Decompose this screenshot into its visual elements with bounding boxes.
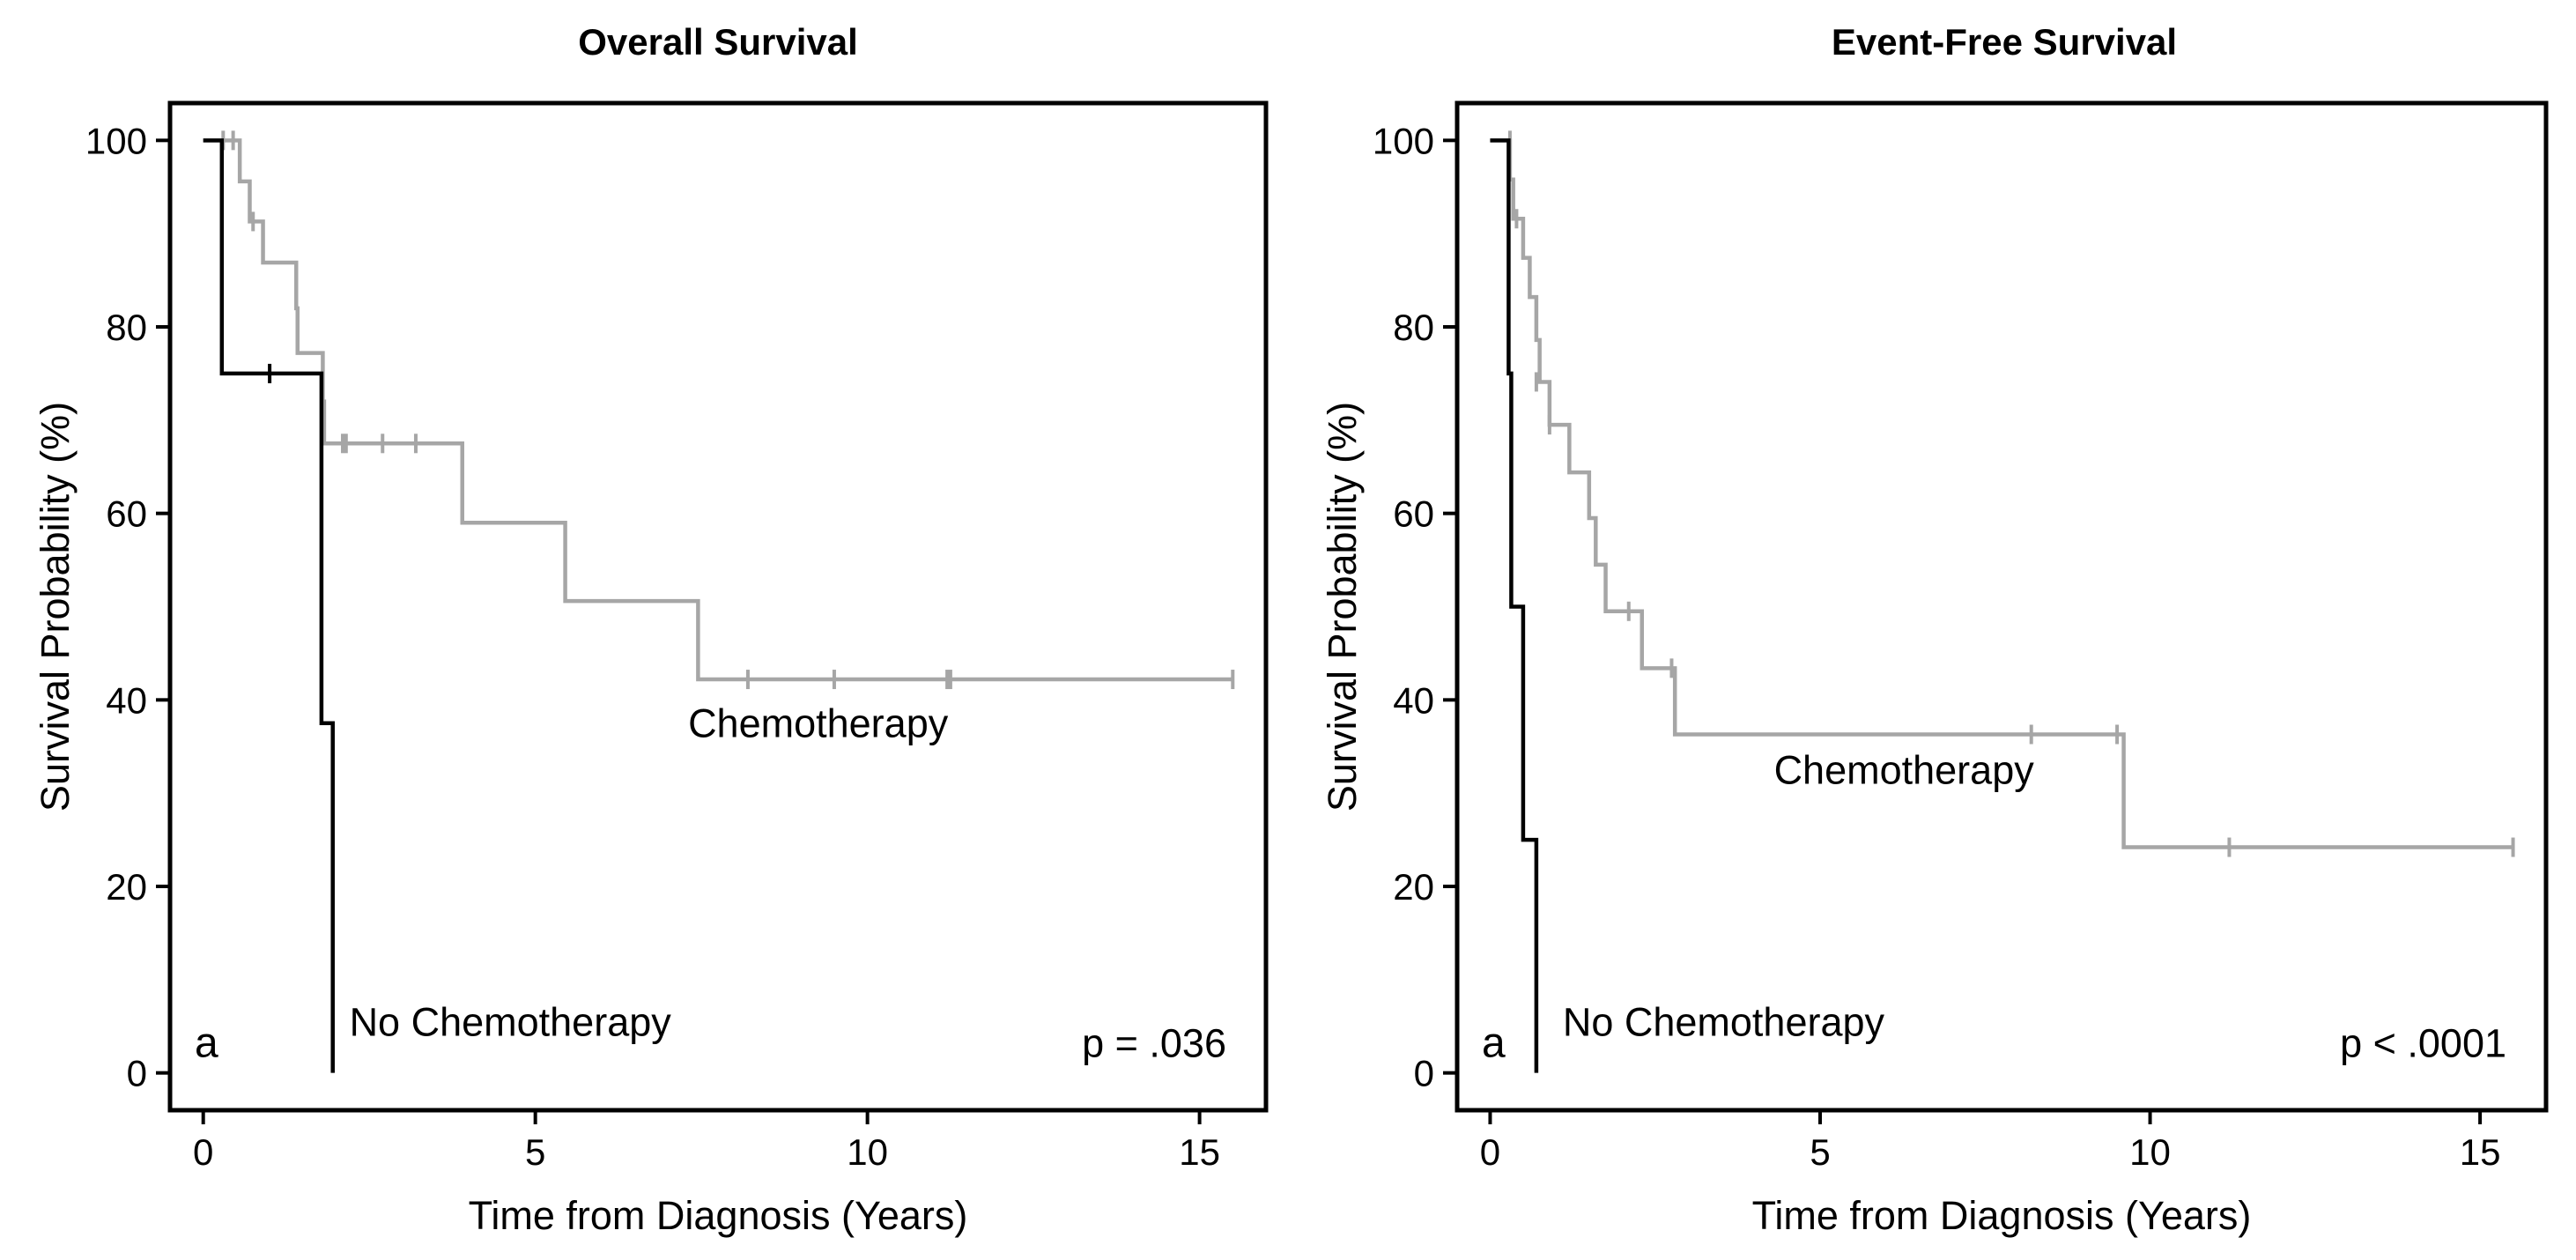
series-label: No Chemotherapy	[350, 999, 672, 1044]
plot-frame	[1455, 100, 2549, 1113]
x-axis-label: Time from Diagnosis (Years)	[1752, 1193, 2252, 1238]
y-tick-label: 60	[106, 493, 147, 535]
survival-curve-chemotherapy	[203, 138, 1233, 682]
series-label: No Chemotherapy	[1563, 999, 1885, 1044]
panel-letter: a	[195, 1020, 218, 1067]
chart-title: Event-Free Survival	[1832, 21, 2177, 63]
series-label: Chemotherapy	[688, 701, 949, 746]
chart-title: Overall Survival	[578, 21, 858, 63]
survival-curve-no-chemotherapy	[203, 138, 335, 1073]
x-tick-label: 15	[1179, 1131, 1220, 1173]
y-tick-label: 100	[1373, 120, 1434, 161]
y-tick-label: 80	[1393, 307, 1434, 348]
x-tick-label: 10	[2129, 1131, 2171, 1173]
y-tick-label: 40	[106, 679, 147, 721]
x-tick-label: 10	[847, 1131, 888, 1173]
x-tick-label: 0	[1480, 1131, 1500, 1173]
y-axis-label: Survival Probability (%)	[1320, 402, 1365, 812]
y-tick-label: 0	[1414, 1053, 1434, 1094]
y-tick-label: 40	[1393, 679, 1434, 721]
y-tick-label: 0	[127, 1053, 147, 1094]
p-value: p < .0001	[2340, 1021, 2506, 1066]
survival-curve-chemotherapy	[1490, 138, 2513, 849]
survival-curve-no-chemotherapy	[1490, 138, 1539, 1073]
panel-letter: a	[1482, 1020, 1506, 1067]
chart-panel-2: Event-Free Survival 0 20 40 60 80 100 0 5 10 15 Tim…	[1320, 21, 2549, 1238]
x-tick-label: 5	[1810, 1131, 1830, 1173]
x-tick-label: 5	[525, 1131, 545, 1173]
x-tick-label: 15	[2460, 1131, 2501, 1173]
plot-frame	[167, 100, 1269, 1113]
y-tick-label: 100	[85, 120, 147, 161]
x-tick-label: 0	[193, 1131, 213, 1173]
chart-panel-1: Overall Survival 0 20 40 60 80 100 0 5 10 15 Time f…	[33, 21, 1269, 1238]
y-tick-label: 20	[1393, 866, 1434, 908]
p-value: p = .036	[1082, 1021, 1226, 1066]
y-tick-label: 60	[1393, 493, 1434, 535]
y-axis-label: Survival Probability (%)	[33, 402, 78, 812]
x-axis-label: Time from Diagnosis (Years)	[469, 1193, 968, 1238]
series-label: Chemotherapy	[1774, 748, 2035, 793]
y-tick-label: 20	[106, 866, 147, 908]
y-tick-label: 80	[106, 307, 147, 348]
